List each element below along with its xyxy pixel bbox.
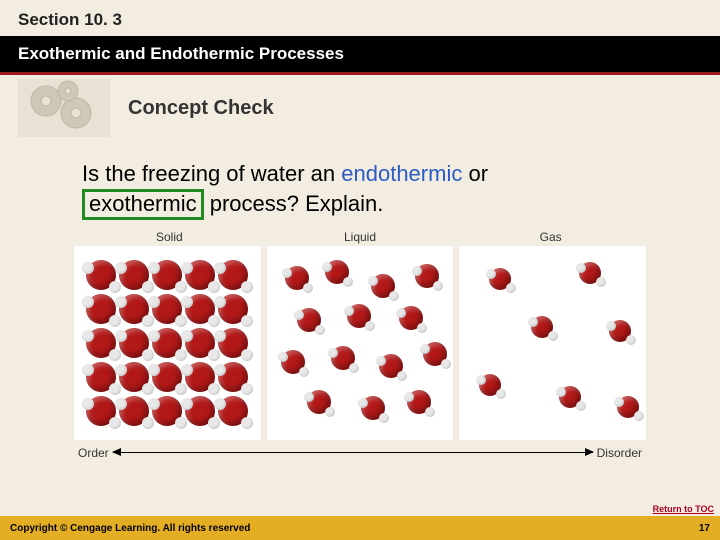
question-text: Is the freezing of water an endothermic … [82,159,642,220]
section-label: Section 10. 3 [18,10,702,30]
states-diagram: Solid Liquid Gas Order Disorder [74,230,646,460]
state-label-solid: Solid [74,230,265,244]
q-endothermic: endothermic [341,161,462,186]
panel-gas [459,246,646,440]
page-number: 17 [699,523,710,534]
state-labels-row: Solid Liquid Gas [74,230,646,244]
return-toc-link[interactable]: Return to TOC [653,504,714,514]
axis-arrow-icon [113,452,593,453]
title-bar: Exothermic and Endothermic Processes [0,36,720,75]
q-exothermic-boxed: exothermic [82,189,204,220]
panel-solid [74,246,261,440]
slide-header: Section 10. 3 [0,0,720,36]
panel-liquid [267,246,454,440]
q-pre: Is the freezing of water an [82,161,341,186]
state-label-liquid: Liquid [265,230,456,244]
order-disorder-axis: Order Disorder [74,446,646,460]
copyright-text: Copyright © Cengage Learning. All rights… [10,523,250,534]
title-text: Exothermic and Endothermic Processes [18,44,344,63]
concept-row: Concept Check [18,79,702,137]
panels-row [74,246,646,440]
axis-right-label: Disorder [597,446,646,460]
gears-icon [18,79,110,137]
q-mid: or [462,161,488,186]
concept-title: Concept Check [128,97,274,120]
axis-left-label: Order [74,446,109,460]
state-label-gas: Gas [455,230,646,244]
footer-bar: Copyright © Cengage Learning. All rights… [0,516,720,540]
q-post: process? Explain. [204,191,384,216]
content-area: Concept Check Is the freezing of water a… [0,79,720,460]
